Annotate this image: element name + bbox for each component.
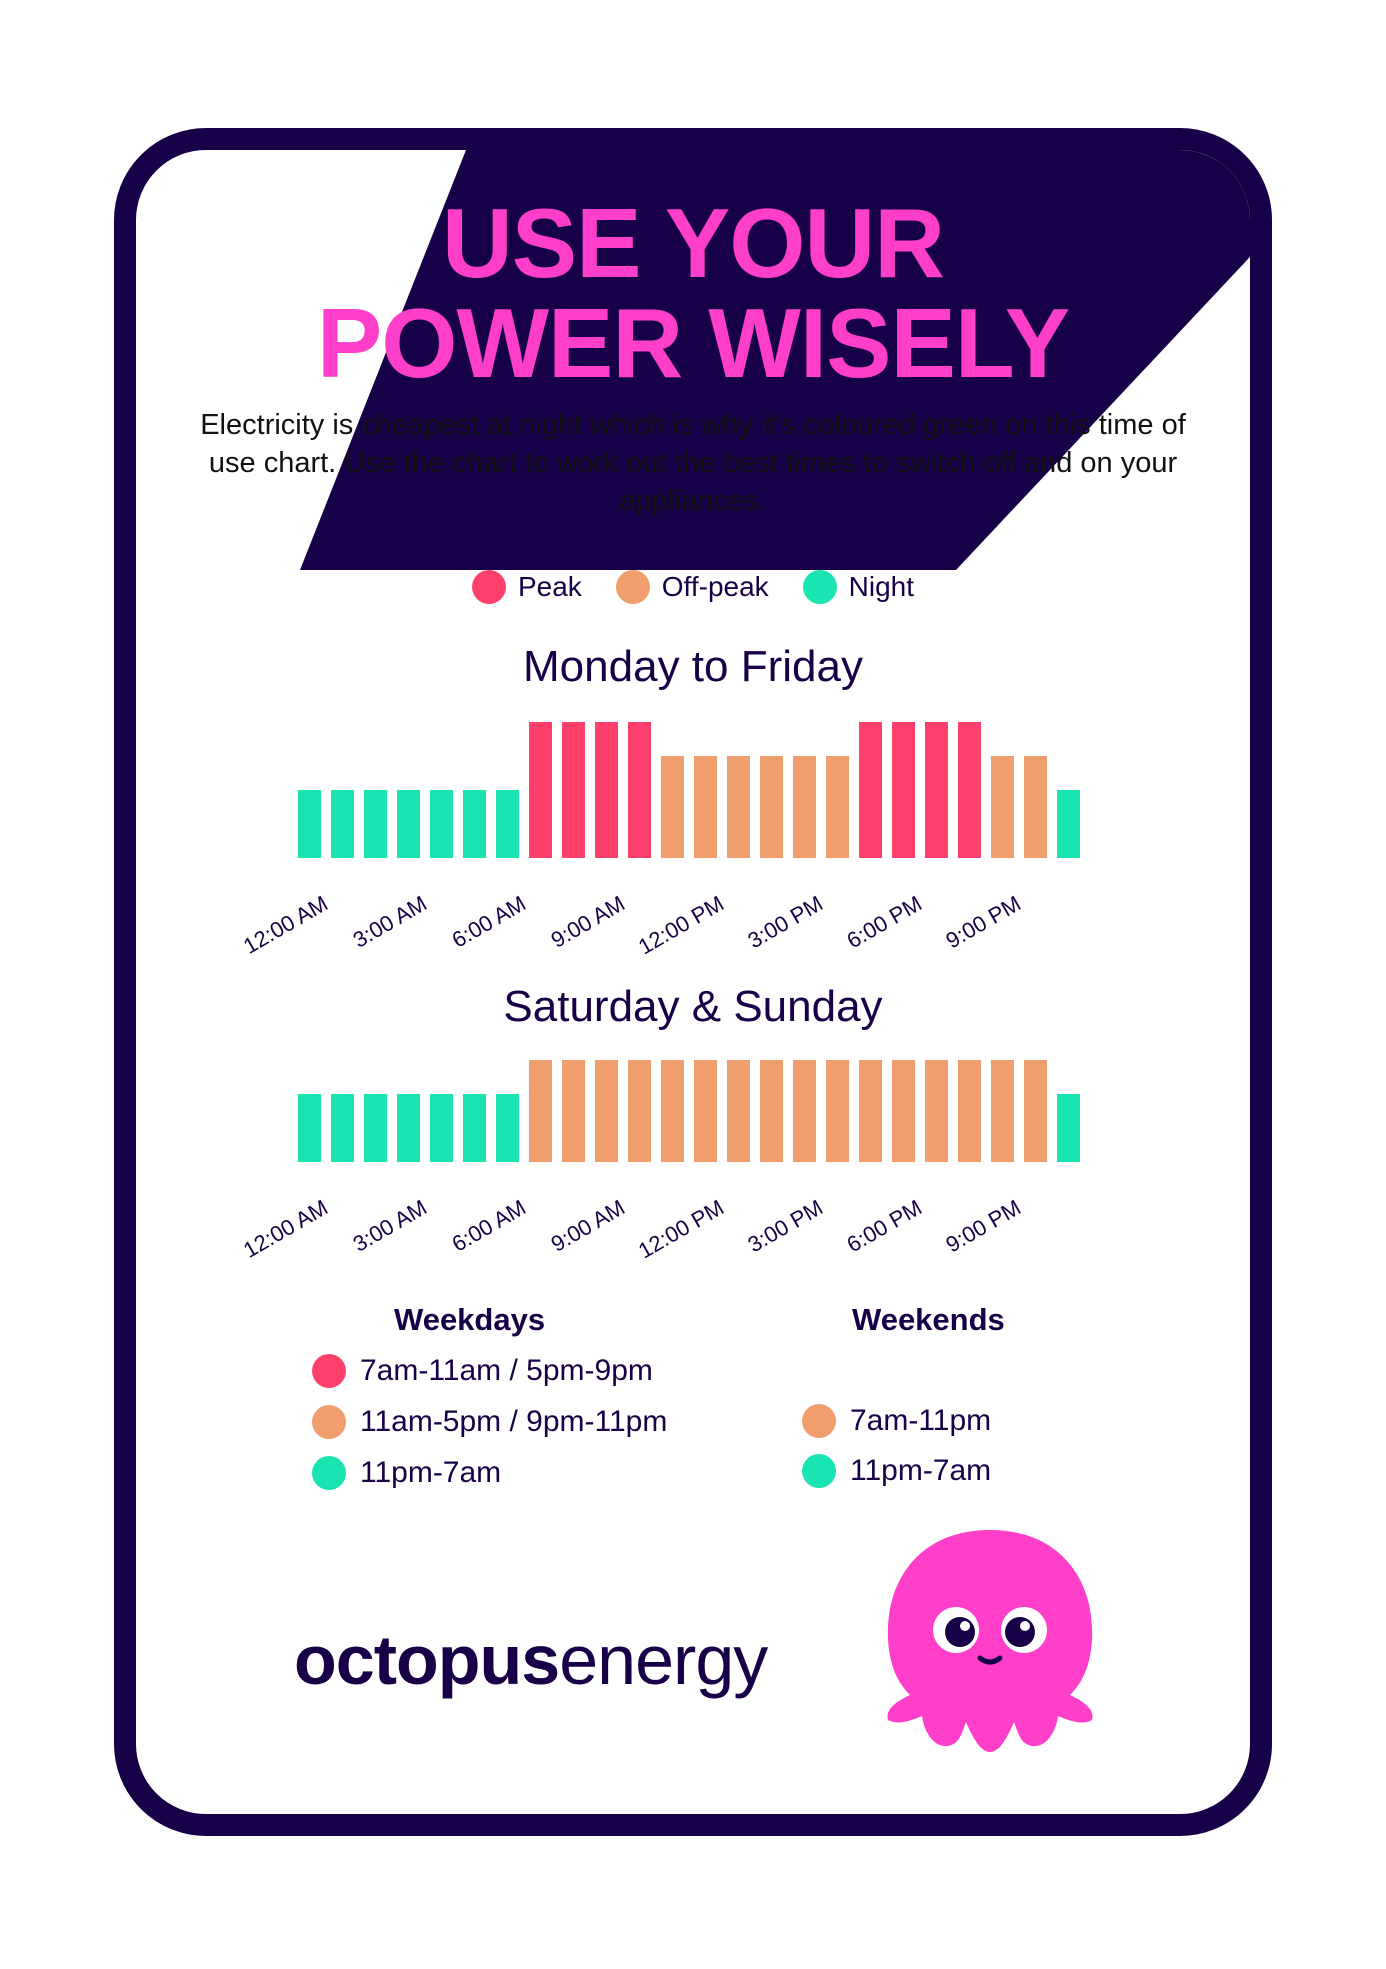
schedule-item: 7am-11am / 5pm-9pm (312, 1354, 653, 1388)
bar (463, 790, 486, 858)
bar (496, 790, 519, 858)
x-tick-label: 6:00 AM (448, 1195, 530, 1257)
bar (958, 722, 981, 858)
bar (991, 756, 1014, 858)
schedule-label: 11pm-7am (850, 1454, 992, 1487)
brand-logo: octopusenergy (294, 1620, 768, 1700)
chart-legend: Peak Off-peak Night (0, 570, 1386, 604)
bar (463, 1094, 486, 1162)
title-banner (300, 150, 1250, 570)
bar (430, 790, 453, 858)
intro-text: Electricity is cheapest at night which i… (200, 409, 1186, 517)
bar (529, 1060, 552, 1162)
bar (694, 756, 717, 858)
legend-item: Night (802, 570, 915, 604)
bar (562, 1060, 585, 1162)
bar (397, 790, 420, 858)
octopus-mascot-icon (887, 1530, 1093, 1752)
bar (892, 1060, 915, 1162)
title-line-2: POWER WISELY (316, 288, 1070, 398)
bar (331, 1094, 354, 1162)
bar (1024, 756, 1047, 858)
bar (727, 1060, 750, 1162)
x-tick-label: 3:00 AM (349, 1195, 431, 1257)
bar (826, 756, 849, 858)
legend-item: Peak (471, 570, 582, 604)
bar (1024, 1060, 1047, 1162)
weekdays-heading: Weekdays (394, 1302, 546, 1337)
bar (628, 1060, 651, 1162)
weekday-chart-title: Monday to Friday (523, 642, 863, 691)
bar (859, 722, 882, 858)
x-tick-label: 12:00 PM (634, 1195, 728, 1264)
bar (661, 1060, 684, 1162)
bar (925, 1060, 948, 1162)
bar (793, 1060, 816, 1162)
bar (760, 1060, 783, 1162)
schedule-label: 11am-5pm / 9pm-11pm (360, 1405, 668, 1438)
schedule-item: 11pm-7am (802, 1454, 991, 1488)
x-tick-label: 9:00 AM (547, 1195, 629, 1257)
bar (661, 756, 684, 858)
bar (958, 1060, 981, 1162)
weekend-chart: 12:00 AM 3:00 AM 6:00 AM 9:00 AM 12:00 PM 3:0… (239, 1060, 1080, 1264)
bar (496, 1094, 519, 1162)
schedule-item: 11am-5pm / 9pm-11pm (312, 1405, 667, 1439)
schedule-item: 11pm-7am (312, 1456, 501, 1490)
legend-label: Off-peak (661, 571, 769, 602)
bar (298, 790, 321, 858)
poster-card (114, 128, 1272, 1836)
schedule-dot (802, 1404, 836, 1438)
x-tick-label: 3:00 PM (744, 1195, 827, 1258)
bar (331, 790, 354, 858)
weekend-chart-title: Saturday & Sunday (503, 982, 883, 1031)
bar (364, 790, 387, 858)
legend-dot (471, 570, 506, 604)
weekday-chart: 12:00 AM 3:00 AM 6:00 AM 9:00 AM 12:00 PM 3:0… (239, 722, 1080, 959)
bar (793, 756, 816, 858)
x-tick-label: 9:00 PM (942, 1195, 1025, 1258)
legend-dot (615, 570, 650, 604)
bar (925, 722, 948, 858)
schedule-dot (312, 1405, 346, 1439)
bar (397, 1094, 420, 1162)
bar (694, 1060, 717, 1162)
schedule-item: 7am-11pm (802, 1404, 991, 1438)
schedule-label: 7am-11am / 5pm-9pm (360, 1354, 653, 1387)
bar (1057, 790, 1080, 858)
schedule-dot (312, 1354, 346, 1388)
schedule-label: 7am-11pm (850, 1404, 992, 1437)
weekends-heading: Weekends (852, 1302, 1005, 1337)
legend-dot (802, 570, 837, 604)
bar (430, 1094, 453, 1162)
bar (595, 722, 618, 858)
bar (826, 1060, 849, 1162)
bar (628, 722, 651, 858)
legend-label: Night (848, 571, 915, 602)
legend-item: Off-peak (615, 570, 769, 604)
x-tick-label: 12:00 AM (239, 1195, 332, 1263)
legend-label: Peak (517, 571, 582, 602)
bar (859, 1060, 882, 1162)
brand-logo-light: energy (559, 1621, 768, 1699)
bar (298, 1094, 321, 1162)
bar (892, 722, 915, 858)
bar (529, 722, 552, 858)
bar (760, 756, 783, 858)
schedule-label: 11pm-7am (360, 1456, 502, 1489)
bar (562, 722, 585, 858)
schedule-dot (802, 1454, 836, 1488)
bar (727, 756, 750, 858)
bar (595, 1060, 618, 1162)
bar (1057, 1094, 1080, 1162)
bar (364, 1094, 387, 1162)
x-tick-label: 6:00 PM (843, 1195, 926, 1258)
bar (991, 1060, 1014, 1162)
brand-logo-bold: octopus (294, 1621, 560, 1699)
title-line-1: USE YOUR (441, 188, 945, 298)
schedule-dot (312, 1456, 346, 1490)
